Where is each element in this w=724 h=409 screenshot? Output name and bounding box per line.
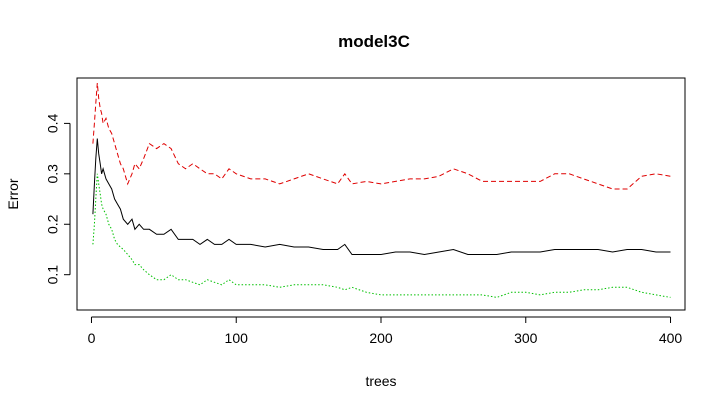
x-tick-label: 0	[88, 330, 96, 346]
y-tick-label: 0.2	[45, 214, 61, 234]
series-layer	[92, 82, 671, 298]
series-line-2	[92, 82, 671, 190]
y-axis-label: Error	[5, 178, 21, 209]
x-axis: 0 100 200 300 400	[88, 316, 683, 346]
y-tick-label: 0.1	[45, 265, 61, 285]
y-tick-label: 0.4	[45, 113, 61, 133]
x-tick-label: 200	[369, 330, 393, 346]
plot-frame	[76, 77, 686, 311]
series-line-1	[92, 138, 671, 256]
y-tick-label: 0.3	[45, 164, 61, 184]
chart-title: model3C	[338, 32, 410, 51]
x-tick-label: 300	[514, 330, 538, 346]
y-axis: 0.1 0.2 0.3 0.4	[45, 113, 71, 285]
x-tick-label: 100	[225, 330, 249, 346]
series-line-3	[92, 173, 671, 298]
x-tick-label: 400	[659, 330, 683, 346]
x-axis-label: trees	[365, 373, 396, 389]
